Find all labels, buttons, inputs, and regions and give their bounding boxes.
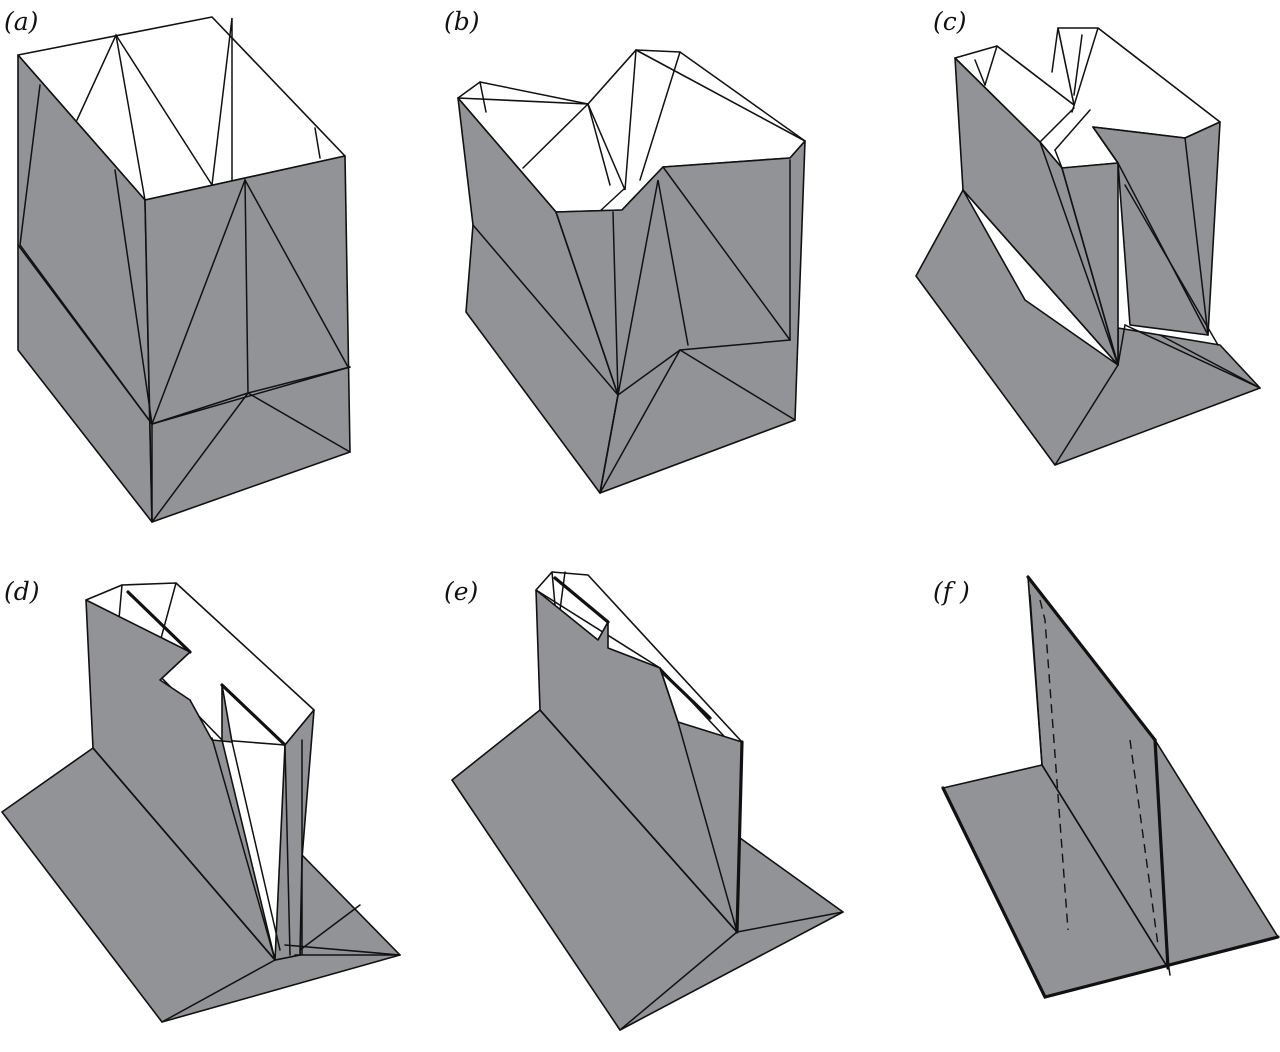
panel-c-label: (c) (933, 7, 967, 36)
panel-f-label: (f ) (933, 577, 970, 606)
panel-b-label: (b) (444, 7, 480, 36)
panel-a: (a) (4, 7, 351, 523)
panel-d-right-wall (274, 709, 315, 961)
panel-d-label: (d) (4, 577, 40, 606)
panel-c-mid-fold (1061, 162, 1119, 366)
panel-e: (e) (444, 571, 844, 1031)
panel-c-base-face (915, 189, 1261, 466)
panel-e-label: (e) (444, 577, 478, 606)
panel-c: (c) (915, 7, 1261, 466)
panel-d: (d) (1, 577, 401, 1023)
panel-b: (b) (444, 7, 806, 494)
panel-a-label: (a) (4, 7, 38, 36)
panel-f: (f ) (933, 575, 1280, 999)
